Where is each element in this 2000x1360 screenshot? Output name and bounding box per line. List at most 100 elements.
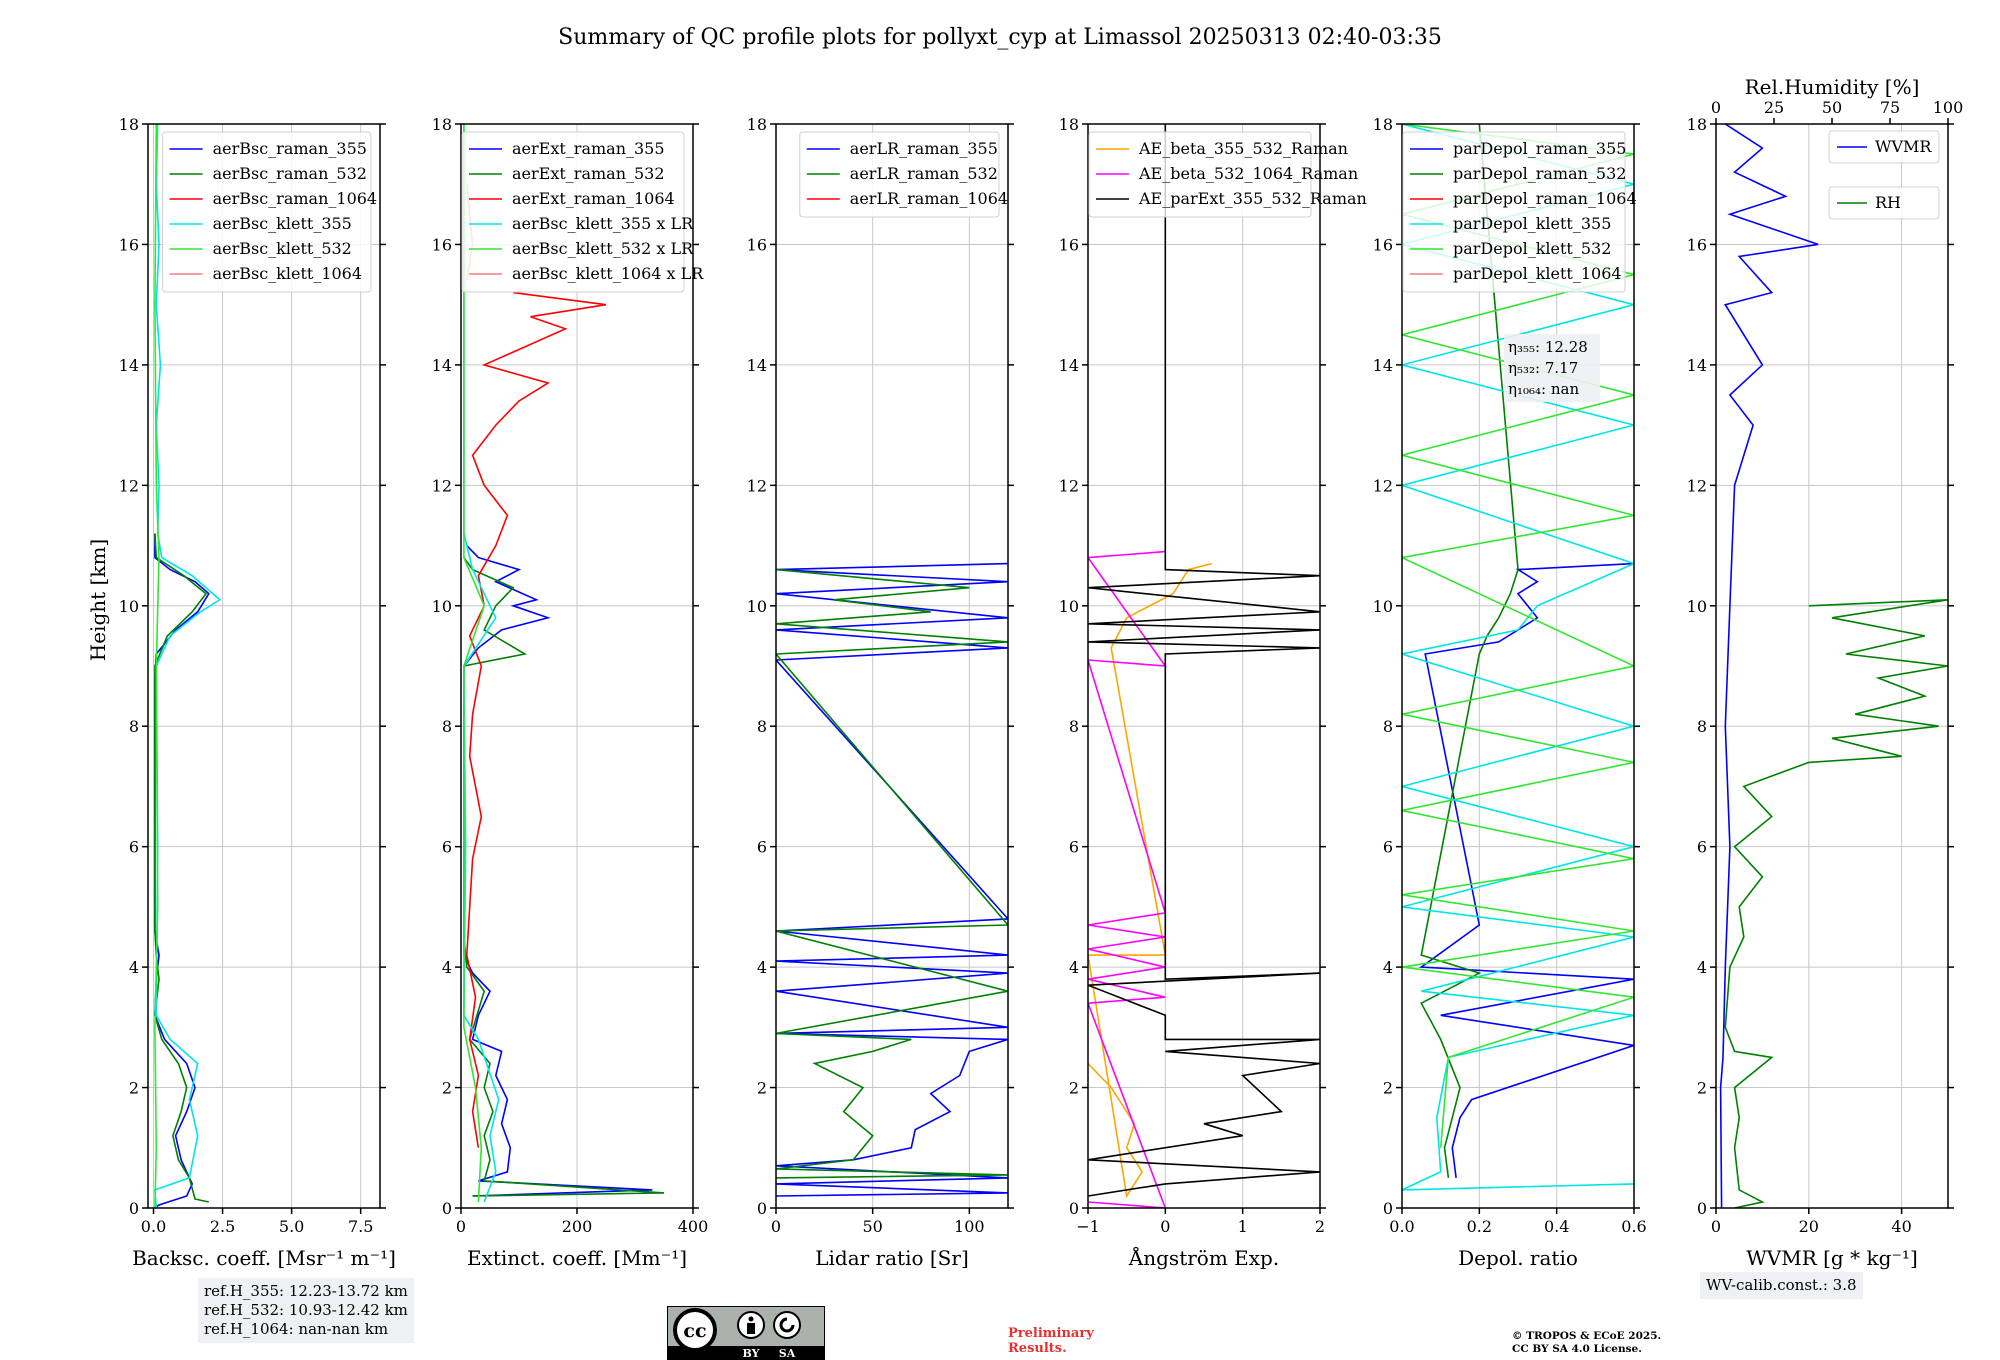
legend-label: aerBsc_klett_532 xyxy=(213,239,352,258)
series-line-pardepol-klett-355 xyxy=(1402,124,1634,1191)
legend-label: parDepol_klett_355 xyxy=(1453,214,1611,233)
panel-frame xyxy=(1087,123,1321,1209)
y-tick-label: 8 xyxy=(1697,717,1707,736)
y-tick-label: 2 xyxy=(1697,1079,1707,1098)
panel-lr: 0 2 4 6 8 10 12 14 16 18 0 50 100 Lidar ratio [Sr] aer… xyxy=(747,115,1014,1270)
legend-label: aerExt_raman_532 xyxy=(512,164,665,183)
x2-tick-label: 0 xyxy=(1711,98,1721,117)
x-axis-label: WVMR [g * kg⁻¹] xyxy=(1746,1246,1918,1270)
refheight-1064: ref.H_1064: nan-nan km xyxy=(204,1320,389,1338)
preliminary-line-2: Results. xyxy=(1008,1341,1067,1356)
y-tick-label: 18 xyxy=(747,115,767,134)
x2-tick-label: 75 xyxy=(1880,98,1900,117)
x-tick-label: 0.4 xyxy=(1544,1217,1569,1236)
x-tick-label: 0 xyxy=(456,1217,466,1236)
legend-label: aerBsc_klett_1064 x LR xyxy=(512,264,704,283)
legend-label: aerBsc_klett_532 x LR xyxy=(512,239,694,258)
y-tick-label: 16 xyxy=(1373,235,1393,254)
series-line-rh xyxy=(1724,599,1948,1208)
y-tick-label: 12 xyxy=(1687,476,1707,495)
series-line-aerlr-raman-532 xyxy=(776,568,1008,1179)
series-line-aerext-raman-1064 xyxy=(465,291,607,1148)
x-tick-label: 2.5 xyxy=(210,1217,235,1236)
legend-label: aerExt_raman_355 xyxy=(512,139,665,158)
y-tick-label: 16 xyxy=(1687,235,1707,254)
y-tick-label: 16 xyxy=(432,235,452,254)
copyright-line-1: © TROPOS & ECoE 2025. xyxy=(1512,1330,1662,1342)
x-tick-label: −1 xyxy=(1076,1217,1100,1236)
legend-label: aerBsc_klett_1064 xyxy=(213,264,362,283)
y-tick-label: 2 xyxy=(442,1079,452,1098)
x-axis-label: Backsc. coeff. [Msr⁻¹ m⁻¹] xyxy=(132,1246,396,1270)
y-tick-label: 2 xyxy=(1383,1079,1393,1098)
y-tick-label: 14 xyxy=(1373,356,1393,375)
y-tick-label: 10 xyxy=(747,597,767,616)
badge-sa-label: SA xyxy=(779,1347,796,1360)
reference-heights-box: ref.H_355: 12.23-13.72 km ref.H_532: 10.… xyxy=(198,1278,414,1343)
y-tick-label: 18 xyxy=(1687,115,1707,134)
x-tick-label: 1 xyxy=(1238,1217,1248,1236)
x2-tick-label: 100 xyxy=(1933,98,1964,117)
y-tick-label: 6 xyxy=(442,838,452,857)
legend-label: AE_parExt_355_532_Raman xyxy=(1138,189,1367,208)
y-tick-label: 12 xyxy=(747,476,767,495)
panel-frame xyxy=(1401,123,1635,1209)
x-tick-label: 20 xyxy=(1799,1217,1819,1236)
y-tick-label: 0 xyxy=(1697,1199,1707,1218)
y-tick-label: 18 xyxy=(432,115,452,134)
series-line-ae-parext-355-532-raman xyxy=(1088,124,1320,1197)
panel-frame xyxy=(1715,123,1949,1209)
x2-tick-label: 50 xyxy=(1822,98,1842,117)
y-tick-label: 14 xyxy=(432,356,452,375)
badge-by-label: BY xyxy=(743,1347,760,1360)
eta-annotation: η₃₅₅: 12.28 xyxy=(1508,338,1588,356)
y-tick-label: 2 xyxy=(1069,1079,1079,1098)
legend-label: aerBsc_raman_532 xyxy=(213,164,367,183)
x-tick-label: 50 xyxy=(862,1217,882,1236)
y-tick-label: 4 xyxy=(757,958,767,977)
legend-label: parDepol_klett_532 xyxy=(1453,239,1611,258)
x-tick-label: 7.5 xyxy=(348,1217,373,1236)
panel-ext: 0 2 4 6 8 10 12 14 16 18 0 200 400 Extinct. coeff. [M… xyxy=(432,115,709,1270)
x-axis-label: Lidar ratio [Sr] xyxy=(815,1246,969,1270)
y-tick-label: 10 xyxy=(1059,597,1079,616)
legend-label: parDepol_raman_1064 xyxy=(1453,189,1637,208)
y-tick-label: 2 xyxy=(757,1079,767,1098)
cc-by-sa-license-badge[interactable]: cc BY SA xyxy=(667,1306,825,1360)
legend-label: aerBsc_klett_355 x LR xyxy=(512,214,694,233)
y-tick-label: 14 xyxy=(119,356,139,375)
panel-depol: 0 2 4 6 8 10 12 14 16 18 0.0 0.2 0.4 0.6 Depol. ratio p… xyxy=(1373,115,1647,1270)
legend-label: parDepol_klett_1064 xyxy=(1453,264,1622,283)
legend-label: aerExt_raman_1064 xyxy=(512,189,675,208)
y-tick-label: 6 xyxy=(1069,838,1079,857)
y-tick-label: 12 xyxy=(119,476,139,495)
legend-label: AE_beta_355_532_Raman xyxy=(1138,139,1348,158)
panel-frame xyxy=(775,123,1009,1209)
legend-box xyxy=(162,131,372,293)
y-tick-label: 18 xyxy=(1373,115,1393,134)
series-line-ae-beta-355-532-raman xyxy=(1088,562,1212,1199)
legend-label: aerLR_raman_355 xyxy=(850,139,998,158)
series-line-aerext-raman-355 xyxy=(463,545,653,1197)
y-tick-label: 4 xyxy=(129,958,139,977)
legend-label: aerBsc_klett_355 xyxy=(213,214,352,233)
x-tick-label: 40 xyxy=(1891,1217,1911,1236)
legend-box xyxy=(1828,130,1940,164)
series-line-aerbsc-klett-355 xyxy=(154,124,222,1208)
legend-box xyxy=(1088,131,1312,218)
cc-icon-text: cc xyxy=(683,1320,706,1342)
series-line-pardepol-raman-355 xyxy=(1419,562,1634,1179)
x-tick-label: 0.0 xyxy=(1389,1217,1414,1236)
eta-annotation: η₁₀₆₄: nan xyxy=(1508,380,1579,398)
legend-label: aerBsc_raman_355 xyxy=(213,139,367,158)
legend-box xyxy=(461,131,685,293)
y-tick-label: 8 xyxy=(1069,717,1079,736)
y-tick-label: 0 xyxy=(442,1199,452,1218)
series-line-aerbsc-klett-532-x-lr xyxy=(463,124,486,1203)
preliminary-line-1: Preliminary xyxy=(1008,1326,1094,1341)
series-line-aerlr-raman-355 xyxy=(776,562,1008,1197)
y-tick-label: 18 xyxy=(1059,115,1079,134)
y-tick-label: 14 xyxy=(1687,356,1707,375)
